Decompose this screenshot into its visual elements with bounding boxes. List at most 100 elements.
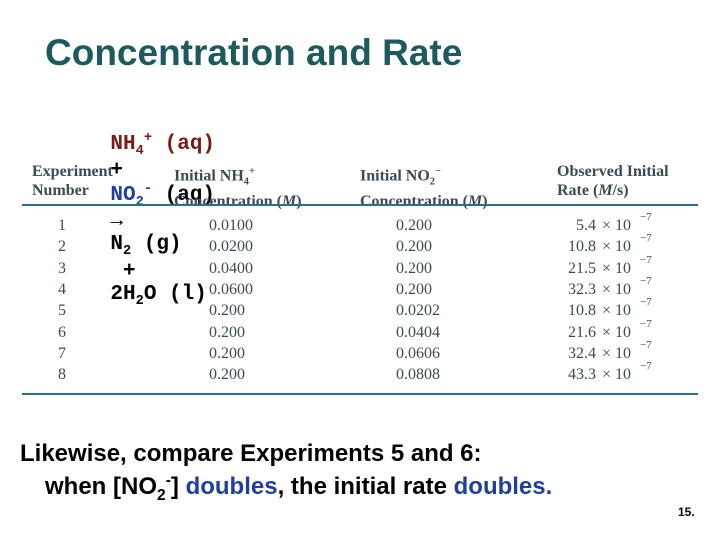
cell: 0.0600 (209, 280, 253, 298)
caption: Likewise, compare Experiments 5 and 6: (20, 440, 482, 467)
cell: 0.0400 (209, 259, 253, 277)
caption: when [NO2-] doubles, the initial rate do… (45, 472, 552, 505)
header-text: Concentration ( (360, 192, 468, 210)
header-text: Rate ( (557, 182, 599, 199)
cell: −7 (640, 338, 652, 351)
unit: M (281, 192, 297, 210)
header-text: Initial NH (174, 167, 244, 185)
equation: NH4+ (aq) + NO2- (aq) → N2 (g) + 2H2O (l… (60, 108, 215, 332)
cell: × 10 (602, 302, 632, 320)
header-text: Concentration ( (174, 192, 282, 210)
header-text: ) (296, 192, 302, 210)
cell: × 10 (602, 238, 632, 256)
cell: 0.200 (396, 280, 432, 298)
cell: 7 (58, 344, 66, 362)
rule (22, 393, 698, 395)
cell: 10.8 (568, 238, 596, 256)
cell: 43.3 (568, 366, 596, 384)
cell: 3 (58, 259, 66, 277)
cell: −7 (640, 274, 652, 287)
cell: 0.200 (209, 323, 245, 341)
cell: 6 (58, 323, 66, 341)
page-number: 15. (678, 505, 695, 519)
cell: 0.0808 (396, 366, 440, 384)
cell: 2 (58, 238, 66, 256)
subscript: 4 (243, 176, 249, 188)
emphasis: doubles (185, 473, 278, 500)
rule (22, 204, 698, 206)
cell: −7 (640, 211, 652, 223)
cell: × 10 (602, 323, 632, 341)
cell: 0.200 (396, 238, 432, 256)
superscript: - (165, 472, 171, 489)
header: Experiment Number (32, 162, 113, 200)
cell: 0.0200 (209, 238, 253, 256)
cell: 10.8 (568, 302, 596, 320)
cell: 0.200 (209, 344, 245, 362)
cell: −7 (640, 253, 652, 266)
superscript: - (143, 182, 153, 198)
cell: 0.200 (396, 259, 432, 277)
cell: × 10 (602, 366, 632, 384)
cell: 21.5 (568, 259, 596, 277)
cell: × 10 (602, 217, 632, 234)
cell: 0.0202 (396, 302, 440, 320)
subscript: 4 (135, 144, 144, 160)
caption-text: ] (170, 473, 186, 500)
state: (g) (143, 233, 182, 257)
header-text: Experiment (32, 163, 113, 180)
cell: × 10 (602, 344, 632, 362)
state: (aq) (164, 133, 216, 156)
formula: NO (110, 184, 136, 208)
title: Concentration and Rate (45, 32, 463, 73)
cell: −7 (640, 232, 652, 245)
cell: × 10 (602, 259, 632, 277)
subscript: 2 (429, 176, 435, 188)
formula: NH (110, 133, 136, 156)
cell: 32.4 (568, 344, 596, 362)
formula: 2H (110, 282, 136, 306)
emphasis: doubles. (453, 473, 553, 500)
cell: −7 (640, 360, 652, 373)
cell: −7 (640, 296, 652, 309)
header-text: /s) (612, 182, 629, 199)
cell: 0.200 (209, 302, 245, 320)
arrow: → (110, 210, 124, 234)
caption-text: , the initial rate (277, 473, 454, 500)
subscript: 2 (157, 486, 166, 504)
superscript: + (143, 131, 153, 146)
cell: 21.6 (568, 323, 596, 341)
superscript: − (435, 166, 441, 177)
header-text: Observed Initial (557, 163, 669, 180)
header-text: ) (482, 192, 488, 210)
subscript: 2 (135, 195, 144, 211)
cell: × 10 (602, 280, 632, 298)
cell: 32.3 (568, 280, 596, 298)
cell: 4 (58, 280, 66, 298)
plus: + (110, 159, 124, 183)
unit: M (598, 182, 613, 199)
cell: 8 (58, 366, 66, 384)
cell: 5.4 (576, 217, 596, 234)
caption-text: when [NO (45, 473, 157, 500)
subscript: 2 (123, 244, 132, 260)
header-text: Number (32, 182, 89, 199)
superscript: + (249, 166, 255, 177)
plus: + (123, 259, 136, 283)
cell: 0.200 (396, 217, 432, 234)
formula: N (110, 233, 124, 257)
cell: 0.0100 (209, 217, 253, 234)
cell: −7 (640, 317, 652, 330)
cell: 1 (58, 217, 66, 234)
cell: 0.0404 (396, 323, 440, 341)
cell: 0.0606 (396, 344, 440, 362)
header: Observed Initial Rate (M/s) (557, 162, 669, 200)
state: (aq) (164, 184, 216, 208)
header-text: Initial NO (360, 167, 430, 185)
unit: M (467, 192, 483, 210)
subscript: 2 (135, 293, 144, 309)
formula: O (l) (143, 282, 207, 306)
cell: 5 (58, 302, 66, 320)
cell: 0.200 (209, 366, 245, 384)
